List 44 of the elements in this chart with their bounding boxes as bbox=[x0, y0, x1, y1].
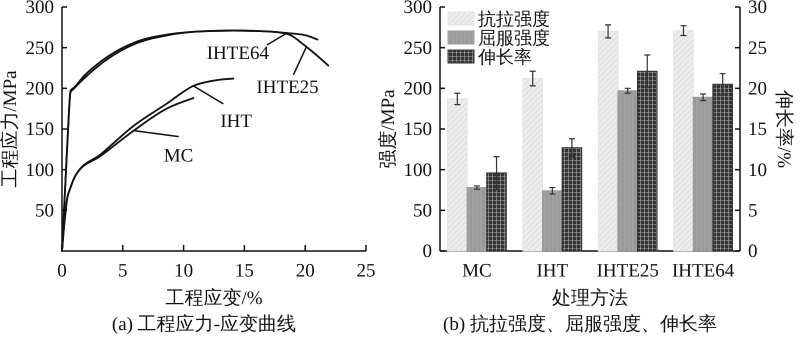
y2-tick-label: 20 bbox=[748, 78, 767, 100]
y-tick-label: 50 bbox=[35, 200, 54, 222]
x-tick-label: IHT bbox=[536, 260, 569, 282]
y-tick-label: 250 bbox=[26, 38, 54, 59]
y-tick-label: 200 bbox=[404, 78, 432, 100]
y-tick-label: 50 bbox=[413, 200, 432, 222]
legend-label: IHTE25 bbox=[256, 76, 319, 98]
y-axis-title: 强度/MPa bbox=[377, 88, 399, 169]
y-axis-title: 工程应力/MPa bbox=[0, 70, 21, 188]
y2-axis-title: 伸长率/% bbox=[773, 88, 795, 168]
x-tick-label: 10 bbox=[174, 260, 194, 282]
legend-label: IHTE64 bbox=[206, 43, 270, 64]
legend-label: MC bbox=[164, 146, 194, 167]
y2-tick-label: 0 bbox=[748, 241, 758, 262]
text: (a) 工程应力-应变曲线 bbox=[112, 313, 296, 335]
x-tick-label: 15 bbox=[234, 260, 254, 282]
y-tick-label: 150 bbox=[404, 119, 432, 140]
x-axis-title: 处理方法 bbox=[552, 287, 628, 309]
y-tick-label: 300 bbox=[404, 0, 432, 18]
y-tick-label: 200 bbox=[26, 78, 54, 100]
y2-tick-label: 10 bbox=[748, 160, 767, 181]
x-tick-label: 20 bbox=[296, 260, 315, 282]
x-axis-title: 工程应变/% bbox=[165, 287, 263, 309]
y2-tick-label: 15 bbox=[748, 119, 767, 140]
y-tick-label: 250 bbox=[404, 38, 432, 59]
y2-tick-label: 30 bbox=[748, 0, 767, 18]
y-tick-label: 100 bbox=[404, 160, 432, 181]
x-tick-label: 5 bbox=[118, 260, 128, 282]
y-tick-label: 300 bbox=[26, 0, 54, 18]
text: (b) 抗拉强度、屈服强度、伸长率 bbox=[443, 313, 717, 335]
x-tick-label: 0 bbox=[57, 260, 67, 282]
x-tick-label: IHTE64 bbox=[672, 260, 735, 282]
y-tick-label: 100 bbox=[26, 160, 54, 181]
x-tick-label: MC bbox=[462, 260, 492, 282]
x-tick-label: IHTE25 bbox=[596, 260, 659, 282]
legend-label: IHT bbox=[220, 110, 252, 132]
legend-label: 抗拉强度 bbox=[478, 9, 550, 29]
x-tick-label: 25 bbox=[356, 260, 376, 282]
legend-label: 屈服强度 bbox=[478, 28, 550, 48]
y-tick-label: 0 bbox=[422, 241, 432, 262]
y-tick-label: 150 bbox=[26, 119, 54, 140]
y2-tick-label: 25 bbox=[748, 38, 767, 59]
legend-label: 伸长率 bbox=[477, 47, 532, 67]
y2-tick-label: 5 bbox=[748, 200, 758, 222]
